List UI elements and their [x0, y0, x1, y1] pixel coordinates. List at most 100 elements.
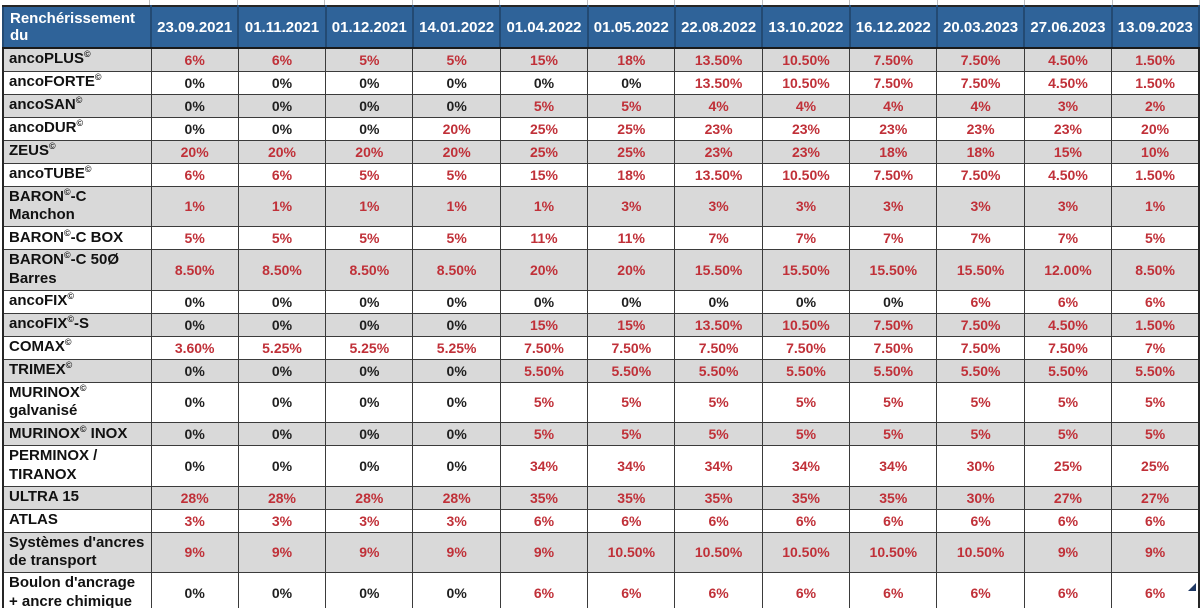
value-cell[interactable]: 34% [587, 445, 676, 487]
value-cell[interactable]: 3% [674, 185, 763, 227]
value-cell[interactable]: 0% [237, 381, 327, 423]
value-cell[interactable]: 15% [499, 47, 589, 72]
value-cell[interactable]: 6% [1023, 289, 1113, 314]
value-cell[interactable]: 0% [412, 358, 501, 383]
value-cell[interactable]: 0% [499, 70, 589, 95]
value-cell[interactable]: 0% [325, 572, 414, 608]
row-label[interactable]: COMAX© [2, 335, 152, 360]
value-cell[interactable]: 6% [849, 572, 938, 608]
value-cell[interactable]: 12.00% [1023, 249, 1113, 291]
value-cell[interactable]: 4% [936, 93, 1025, 118]
value-cell[interactable]: 35% [849, 485, 938, 510]
value-cell[interactable]: 15.50% [761, 249, 851, 291]
value-cell[interactable]: 6% [1111, 508, 1200, 533]
row-label[interactable]: ancoDUR© [2, 116, 152, 141]
row-label[interactable]: MURINOX© galvanisé [2, 381, 152, 423]
value-cell[interactable]: 3% [587, 185, 676, 227]
value-cell[interactable]: 0% [237, 116, 327, 141]
value-cell[interactable]: 4.50% [1023, 312, 1113, 337]
value-cell[interactable]: 7.50% [674, 335, 763, 360]
row-label[interactable]: ancoFIX©-S [2, 312, 152, 337]
value-cell[interactable]: 3.60% [150, 335, 239, 360]
value-cell[interactable]: 5.50% [499, 358, 589, 383]
value-cell[interactable]: 13.50% [674, 162, 763, 187]
value-cell[interactable]: 6% [499, 572, 589, 608]
value-cell[interactable]: 15.50% [936, 249, 1025, 291]
value-cell[interactable]: 6% [150, 162, 239, 187]
value-cell[interactable]: 3% [1023, 185, 1113, 227]
value-cell[interactable]: 7.50% [849, 70, 938, 95]
value-cell[interactable]: 10.50% [761, 312, 851, 337]
value-cell[interactable]: 4% [674, 93, 763, 118]
row-label[interactable]: ZEUS© [2, 139, 152, 164]
value-cell[interactable]: 6% [1111, 289, 1200, 314]
value-cell[interactable]: 0% [412, 381, 501, 423]
value-cell[interactable]: 1.50% [1111, 312, 1200, 337]
value-cell[interactable]: 0% [325, 422, 414, 446]
column-header-date[interactable]: 23.09.2021 [149, 5, 240, 49]
value-cell[interactable]: 5% [761, 422, 851, 446]
value-cell[interactable]: 18% [587, 162, 676, 187]
value-cell[interactable]: 10.50% [849, 531, 938, 573]
value-cell[interactable]: 5% [1023, 381, 1113, 423]
value-cell[interactable]: 5% [325, 162, 414, 187]
value-cell[interactable]: 0% [150, 116, 239, 141]
value-cell[interactable]: 6% [936, 508, 1025, 533]
value-cell[interactable]: 5.50% [936, 358, 1025, 383]
value-cell[interactable]: 1% [237, 185, 327, 227]
value-cell[interactable]: 0% [325, 116, 414, 141]
value-cell[interactable]: 5% [674, 422, 763, 446]
value-cell[interactable]: 0% [237, 312, 327, 337]
value-cell[interactable]: 6% [849, 508, 938, 533]
value-cell[interactable]: 15.50% [849, 249, 938, 291]
value-cell[interactable]: 10% [1111, 139, 1200, 164]
value-cell[interactable]: 35% [674, 485, 763, 510]
value-cell[interactable]: 6% [936, 289, 1025, 314]
value-cell[interactable]: 5% [849, 381, 938, 423]
value-cell[interactable]: 25% [587, 116, 676, 141]
value-cell[interactable]: 34% [674, 445, 763, 487]
value-cell[interactable]: 10.50% [761, 70, 851, 95]
value-cell[interactable]: 5% [849, 422, 938, 446]
value-cell[interactable]: 4% [761, 93, 851, 118]
value-cell[interactable]: 9% [1111, 531, 1200, 573]
value-cell[interactable]: 3% [761, 185, 851, 227]
value-cell[interactable]: 20% [412, 116, 501, 141]
value-cell[interactable]: 10.50% [761, 162, 851, 187]
value-cell[interactable]: 5% [237, 226, 327, 250]
value-cell[interactable]: 0% [674, 289, 763, 314]
value-cell[interactable]: 18% [936, 139, 1025, 164]
row-label[interactable]: ancoTUBE© [2, 162, 152, 187]
value-cell[interactable]: 7% [849, 226, 938, 250]
value-cell[interactable]: 13.50% [674, 70, 763, 95]
value-cell[interactable]: 0% [587, 70, 676, 95]
value-cell[interactable]: 10.50% [674, 531, 763, 573]
column-header-date[interactable]: 27.06.2023 [1023, 5, 1113, 49]
row-label[interactable]: BARON©-C 50Ø Barres [2, 249, 152, 291]
value-cell[interactable]: 34% [849, 445, 938, 487]
value-cell[interactable]: 13.50% [674, 312, 763, 337]
column-header-date[interactable]: 13.10.2022 [761, 5, 851, 49]
value-cell[interactable]: 9% [325, 531, 414, 573]
value-cell[interactable]: 5.50% [1023, 358, 1113, 383]
value-cell[interactable]: 0% [325, 312, 414, 337]
value-cell[interactable]: 7.50% [849, 47, 938, 72]
value-cell[interactable]: 34% [761, 445, 851, 487]
value-cell[interactable]: 0% [325, 289, 414, 314]
value-cell[interactable]: 5% [587, 381, 676, 423]
row-label[interactable]: PERMINOX / TIRANOX [2, 445, 152, 487]
value-cell[interactable]: 7.50% [936, 312, 1025, 337]
value-cell[interactable]: 5.25% [412, 335, 501, 360]
value-cell[interactable]: 0% [237, 358, 327, 383]
column-header-date[interactable]: 01.04.2022 [499, 5, 589, 49]
value-cell[interactable]: 0% [412, 445, 501, 487]
value-cell[interactable]: 7.50% [849, 312, 938, 337]
value-cell[interactable]: 5% [325, 47, 414, 72]
value-cell[interactable]: 3% [936, 185, 1025, 227]
value-cell[interactable]: 18% [849, 139, 938, 164]
value-cell[interactable]: 9% [499, 531, 589, 573]
value-cell[interactable]: 6% [761, 508, 851, 533]
value-cell[interactable]: 6% [237, 162, 327, 187]
value-cell[interactable]: 5% [587, 93, 676, 118]
value-cell[interactable]: 1% [499, 185, 589, 227]
